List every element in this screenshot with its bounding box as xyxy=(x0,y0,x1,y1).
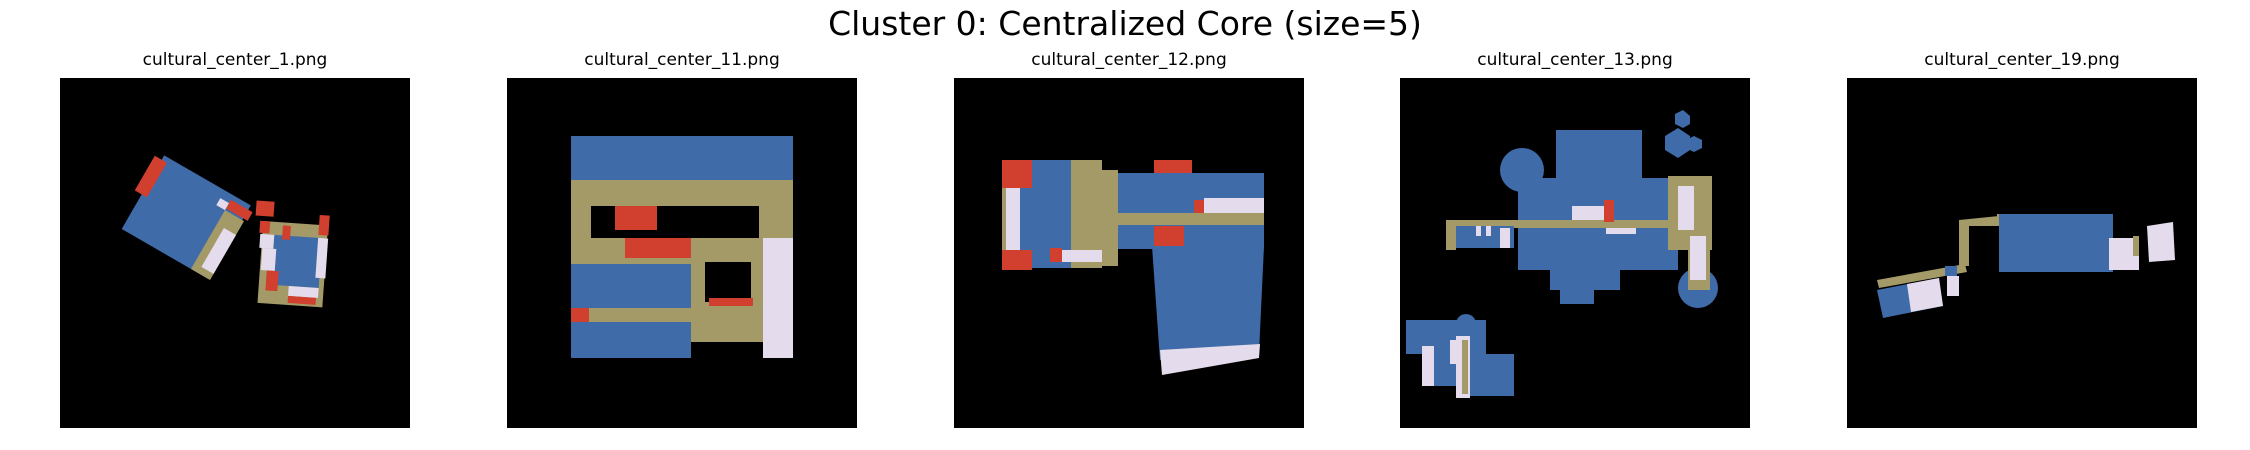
figure-title: Cluster 0: Centralized Core (size=5) xyxy=(828,4,1422,43)
panel-title: cultural_center_19.png xyxy=(1924,50,2120,70)
floor-plan-image xyxy=(60,78,410,428)
panel-1: cultural_center_1.png xyxy=(60,47,410,428)
panel-3: cultural_center_12.png xyxy=(954,47,1304,428)
floor-plan-image xyxy=(507,78,857,428)
panel-5: cultural_center_19.png xyxy=(1847,47,2197,428)
panel-title: cultural_center_13.png xyxy=(1477,50,1673,70)
panel-2: cultural_center_11.png xyxy=(507,47,857,428)
panel-title: cultural_center_12.png xyxy=(1031,50,1227,70)
floor-plan-image xyxy=(1847,78,2197,428)
floor-plan-image xyxy=(954,78,1304,428)
floor-plan-image xyxy=(1400,78,1750,428)
panel-4: cultural_center_13.png xyxy=(1400,47,1750,428)
panel-title: cultural_center_11.png xyxy=(584,50,780,70)
panel-title: cultural_center_1.png xyxy=(142,50,328,70)
